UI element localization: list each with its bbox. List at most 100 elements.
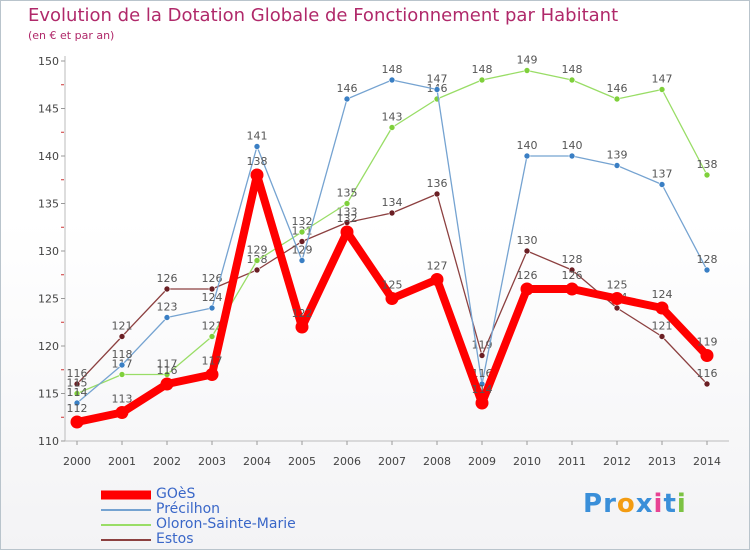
data-label: 148 [382, 63, 403, 76]
data-point [253, 257, 261, 264]
logo-letter: i [653, 489, 664, 519]
data-label: 147 [427, 73, 448, 86]
x-tick-label: 2006 [333, 455, 361, 468]
data-label: 129 [292, 244, 313, 257]
logo-letter: o [616, 489, 636, 519]
data-point [163, 314, 171, 321]
data-label: 115 [67, 377, 88, 390]
x-tick-label: 2011 [558, 455, 586, 468]
x-tick-label: 2005 [288, 455, 316, 468]
data-label: 125 [607, 279, 628, 292]
data-point [388, 209, 396, 217]
data-point [610, 292, 624, 305]
data-point [433, 86, 441, 93]
data-point [205, 368, 219, 381]
data-point [73, 390, 81, 397]
data-label: 135 [337, 187, 358, 200]
y-tick-label: 140 [38, 150, 59, 163]
data-label: 136 [427, 177, 448, 190]
data-label: 143 [382, 111, 403, 124]
data-point [160, 377, 174, 391]
data-point [253, 266, 261, 274]
logo-letter: x [635, 489, 654, 519]
data-point [523, 247, 531, 255]
x-tick-label: 2003 [198, 455, 226, 468]
logo-letter: t [663, 489, 677, 519]
legend-swatch [101, 523, 151, 526]
data-point [703, 266, 711, 274]
legend-label: Estos [156, 531, 194, 547]
data-point [253, 143, 261, 150]
logo-letter: i [676, 489, 687, 519]
data-point [340, 225, 354, 239]
data-point [478, 76, 486, 84]
y-tick-label: 115 [38, 388, 59, 401]
data-label: 116 [472, 367, 493, 380]
y-tick-label: 135 [38, 198, 59, 211]
x-tick-label: 2001 [108, 455, 136, 468]
x-tick-label: 2000 [63, 455, 91, 468]
data-label: 116 [697, 367, 718, 380]
data-point [70, 415, 84, 429]
data-label: 132 [337, 212, 358, 225]
data-point [73, 399, 81, 407]
data-point [343, 95, 351, 103]
data-point [118, 371, 126, 378]
data-point [568, 76, 576, 84]
data-label: 117 [157, 358, 178, 371]
data-point [565, 282, 579, 296]
data-label: 123 [157, 301, 178, 314]
data-point [475, 396, 489, 410]
data-label: 127 [427, 260, 448, 273]
data-point [703, 380, 711, 388]
data-label: 118 [112, 348, 133, 361]
data-label: 128 [697, 253, 718, 266]
data-point [118, 361, 126, 369]
data-point [115, 406, 129, 419]
data-label: 126 [202, 272, 223, 285]
legend-swatch [101, 490, 151, 499]
data-point [658, 333, 666, 340]
data-label: 122 [292, 307, 313, 320]
data-label: 121 [652, 320, 673, 333]
y-tick-label: 120 [38, 340, 59, 353]
data-point [523, 67, 531, 74]
legend-label: Précilhon [156, 501, 221, 517]
legend-swatch [101, 508, 151, 511]
data-point [298, 238, 306, 245]
data-label: 126 [157, 272, 178, 285]
data-label: 146 [607, 82, 628, 95]
x-tick-label: 2014 [693, 455, 721, 468]
data-label: 114 [67, 386, 88, 399]
data-point [208, 333, 216, 340]
data-point [478, 352, 486, 359]
data-label: 137 [652, 168, 673, 181]
data-point [568, 266, 576, 274]
x-tick-label: 2002 [153, 455, 181, 468]
data-point [520, 282, 534, 296]
x-tick-label: 2009 [468, 455, 496, 468]
data-point [388, 76, 396, 84]
data-label: 133 [337, 206, 358, 219]
data-label: 117 [202, 355, 223, 368]
data-label: 149 [517, 54, 538, 67]
data-label: 141 [247, 130, 268, 143]
x-tick-label: 2010 [513, 455, 541, 468]
data-point [613, 95, 621, 103]
data-label: 114 [472, 383, 493, 396]
data-label: 124 [202, 291, 223, 304]
data-point [658, 181, 666, 188]
data-label: 138 [247, 155, 268, 168]
y-tick-label: 150 [38, 55, 59, 68]
data-label: 121 [112, 320, 133, 333]
data-point [163, 285, 171, 293]
data-point [250, 168, 264, 182]
data-label: 148 [562, 63, 583, 76]
data-label: 147 [652, 73, 673, 86]
data-point [385, 292, 399, 305]
data-label: 116 [67, 367, 88, 380]
data-point [208, 304, 216, 312]
data-point [388, 124, 396, 131]
data-point [295, 320, 309, 334]
